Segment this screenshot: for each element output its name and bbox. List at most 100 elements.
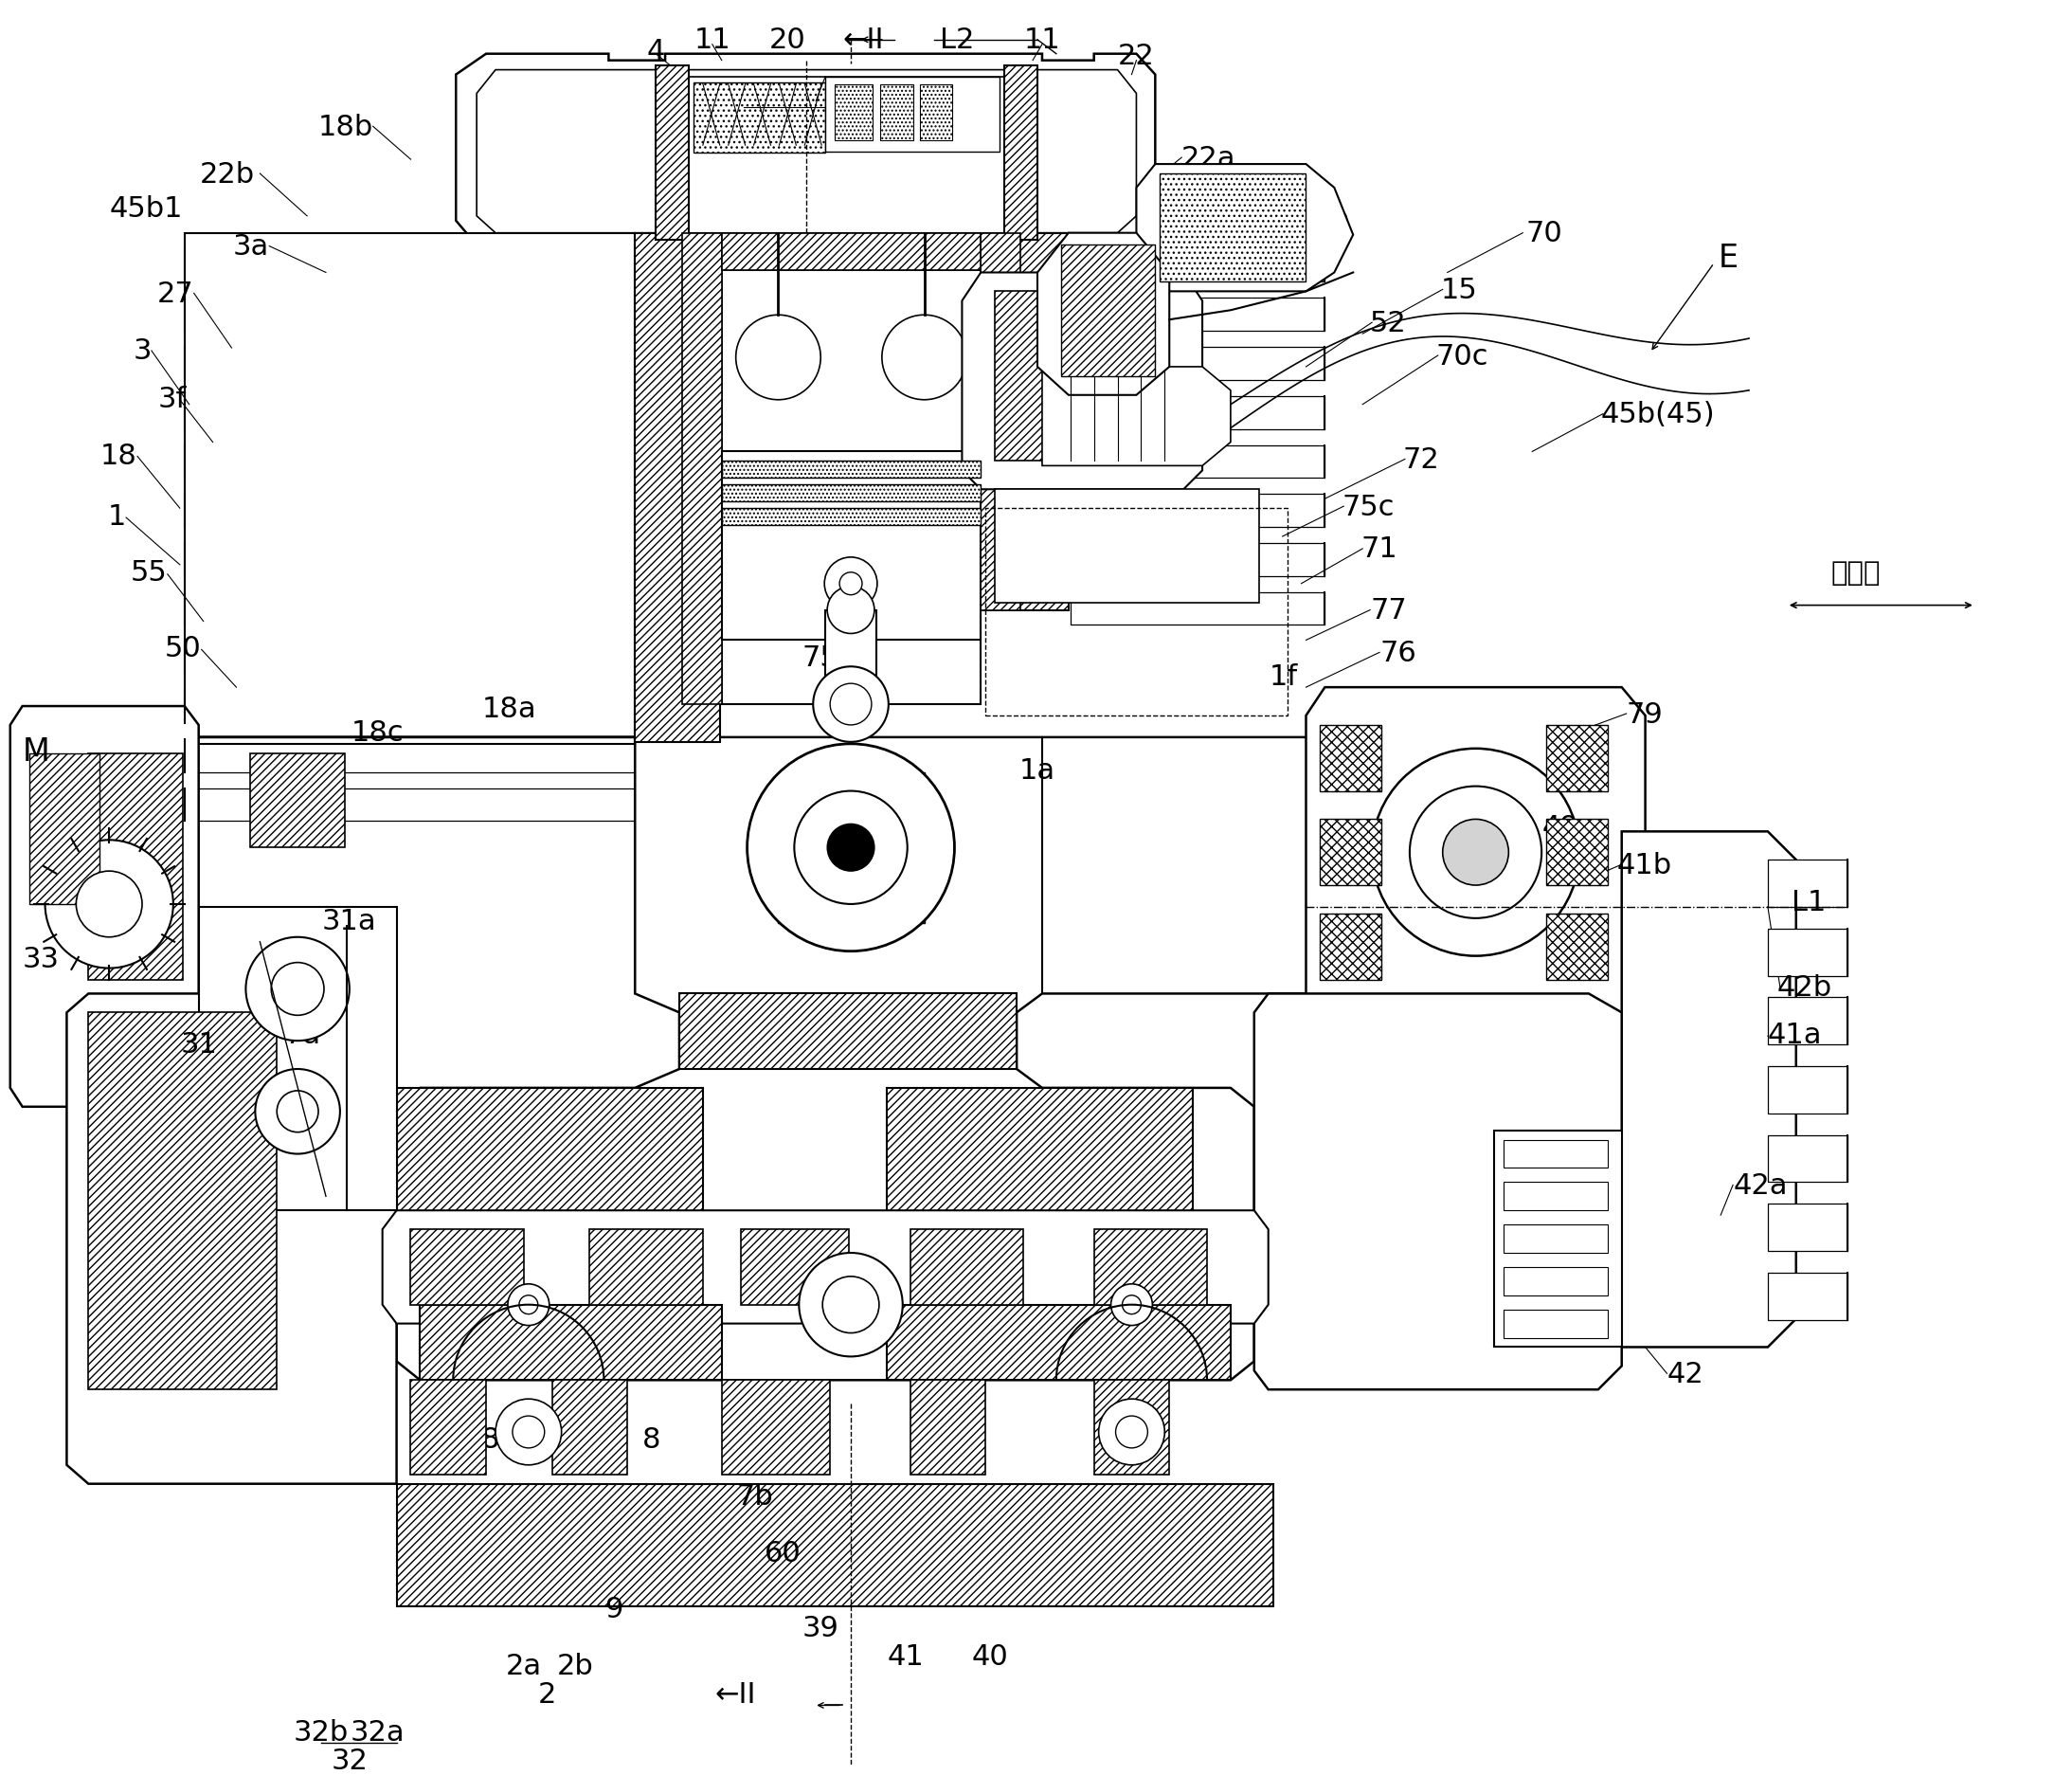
Bar [910,1381,986,1475]
Text: ←II: ←II [715,1681,756,1708]
Bar [89,1014,278,1390]
Text: 4: 4 [646,37,665,66]
Polygon shape [1767,1203,1848,1251]
Polygon shape [1071,593,1324,625]
Text: 25: 25 [796,91,833,117]
Text: 21: 21 [1173,183,1208,209]
Text: 22b: 22b [201,160,255,188]
Polygon shape [184,298,634,332]
Text: 1: 1 [108,502,126,531]
Text: 50: 50 [166,634,201,662]
Polygon shape [184,446,634,479]
Bar [1320,914,1382,980]
Text: 70: 70 [1525,220,1562,247]
Polygon shape [199,907,396,1211]
Bar [721,234,980,272]
Polygon shape [779,772,924,923]
Text: 22a: 22a [1181,144,1237,172]
Polygon shape [1038,234,1169,396]
Text: 18b: 18b [317,114,373,140]
Text: 1f: 1f [1270,662,1297,690]
Bar [694,83,825,154]
Bar [835,85,872,142]
Polygon shape [184,396,634,430]
Circle shape [1098,1399,1164,1464]
Circle shape [827,588,874,634]
Text: 7b: 7b [736,1482,773,1511]
Text: 70c: 70c [1436,343,1488,369]
Bar [655,66,688,240]
Text: 75: 75 [802,644,839,671]
Circle shape [1115,1416,1148,1448]
Bar [881,85,914,142]
Polygon shape [184,234,634,744]
Circle shape [512,1416,545,1448]
Text: 79: 79 [1627,701,1664,728]
Circle shape [1409,786,1542,919]
Text: 49: 49 [1542,813,1579,841]
Bar [740,1230,850,1305]
Text: 18c: 18c [352,719,404,747]
Circle shape [77,872,143,937]
Circle shape [883,316,968,401]
Polygon shape [10,706,199,1108]
Polygon shape [1767,861,1848,907]
Bar [410,1230,524,1305]
Text: 41: 41 [887,1642,924,1670]
Polygon shape [961,273,1202,490]
Polygon shape [1767,1136,1848,1182]
Polygon shape [184,788,634,822]
Text: 8: 8 [481,1425,499,1454]
Bar [920,85,953,142]
Polygon shape [456,55,1156,240]
Text: 46: 46 [1560,767,1598,793]
Text: 19: 19 [1314,211,1351,238]
Bar [984,234,1069,611]
Bar [980,234,1019,611]
Polygon shape [184,690,634,724]
Circle shape [46,840,174,969]
Bar [1061,245,1156,376]
Text: 32a: 32a [350,1718,404,1745]
Bar [995,293,1164,462]
Polygon shape [184,641,634,674]
Bar [634,234,719,742]
Text: 轴方向: 轴方向 [1830,559,1879,586]
Text: 42b: 42b [1778,974,1832,1001]
Bar [1504,1225,1608,1253]
Bar [1094,1230,1208,1305]
Polygon shape [1622,832,1796,1347]
Text: 9: 9 [605,1596,622,1622]
Polygon shape [1305,687,1645,1028]
Polygon shape [721,272,980,453]
Text: 32b: 32b [294,1718,348,1745]
Polygon shape [184,593,634,625]
Text: 15: 15 [1440,277,1477,304]
Circle shape [748,744,955,951]
Text: 2a: 2a [506,1653,543,1679]
Bar [251,754,344,848]
Bar [721,509,980,525]
Bar [887,1088,1193,1230]
Circle shape [1111,1283,1152,1326]
Text: 8: 8 [642,1425,661,1454]
Circle shape [271,962,323,1015]
Circle shape [495,1399,562,1464]
Text: 41b: 41b [1616,852,1672,879]
Polygon shape [721,234,980,705]
Bar [1005,66,1038,240]
Bar [89,754,182,980]
Polygon shape [1254,994,1622,1390]
Bar [1546,726,1608,792]
Bar [721,485,980,502]
Text: 33: 33 [23,946,60,973]
Bar [1094,1381,1169,1475]
Bar [410,1381,487,1475]
Text: 45b(45): 45b(45) [1602,401,1716,428]
Polygon shape [184,495,634,527]
Text: 42: 42 [1668,1360,1703,1388]
Text: 72: 72 [1403,446,1440,474]
Text: M: M [23,737,50,767]
Text: 3f: 3f [157,385,186,414]
Circle shape [794,792,908,905]
